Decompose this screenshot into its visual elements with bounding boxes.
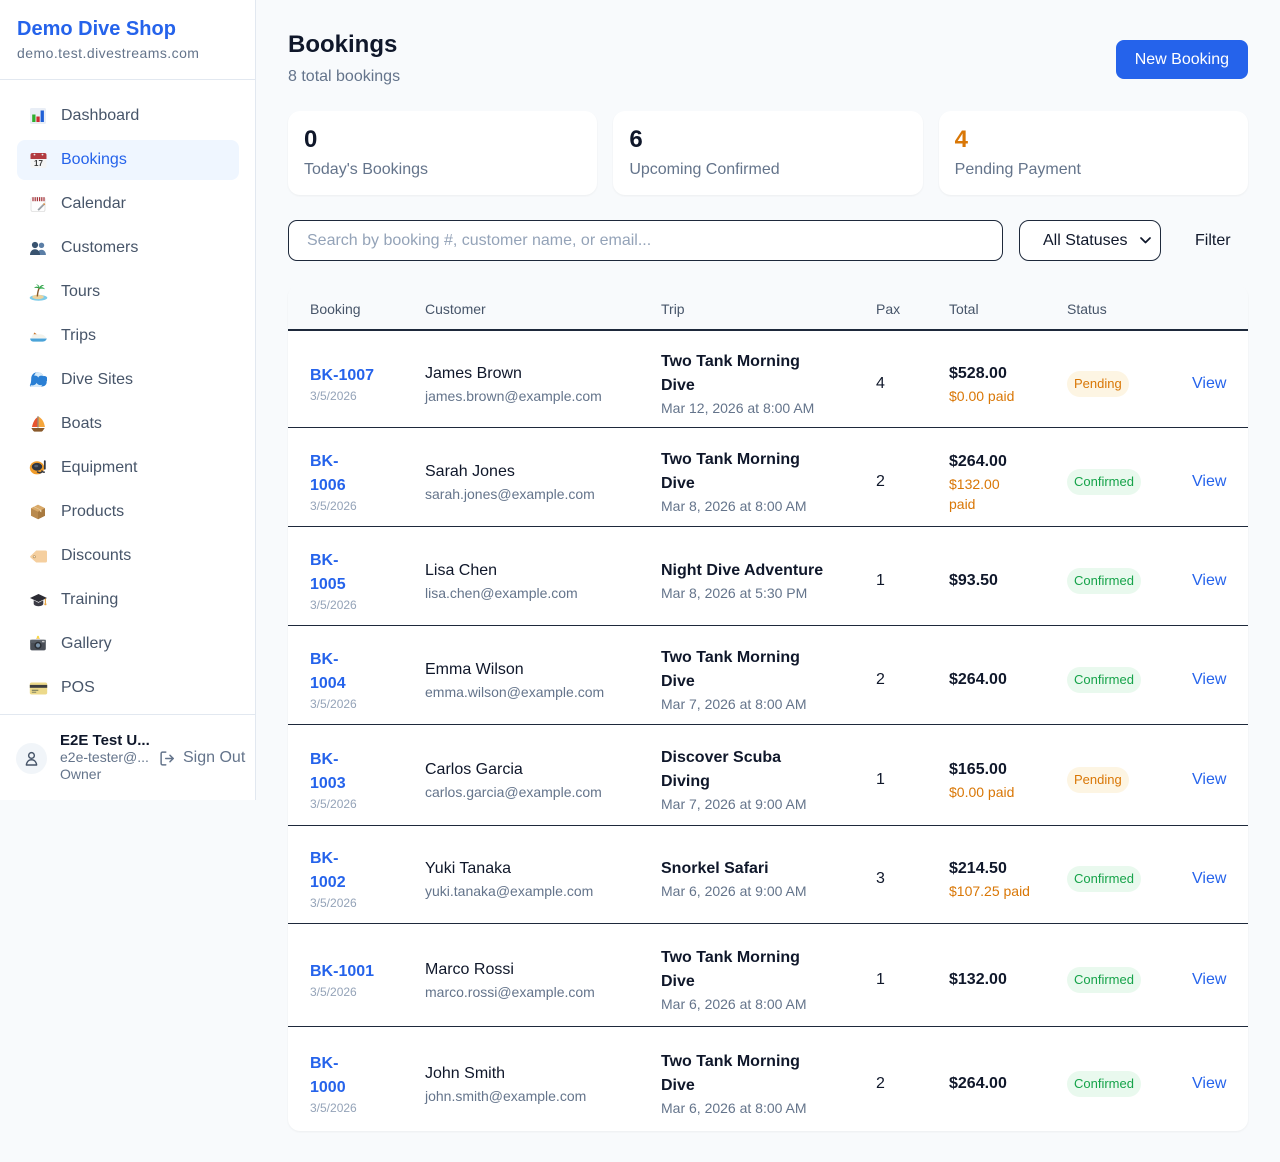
svg-text:17: 17 xyxy=(34,159,43,168)
